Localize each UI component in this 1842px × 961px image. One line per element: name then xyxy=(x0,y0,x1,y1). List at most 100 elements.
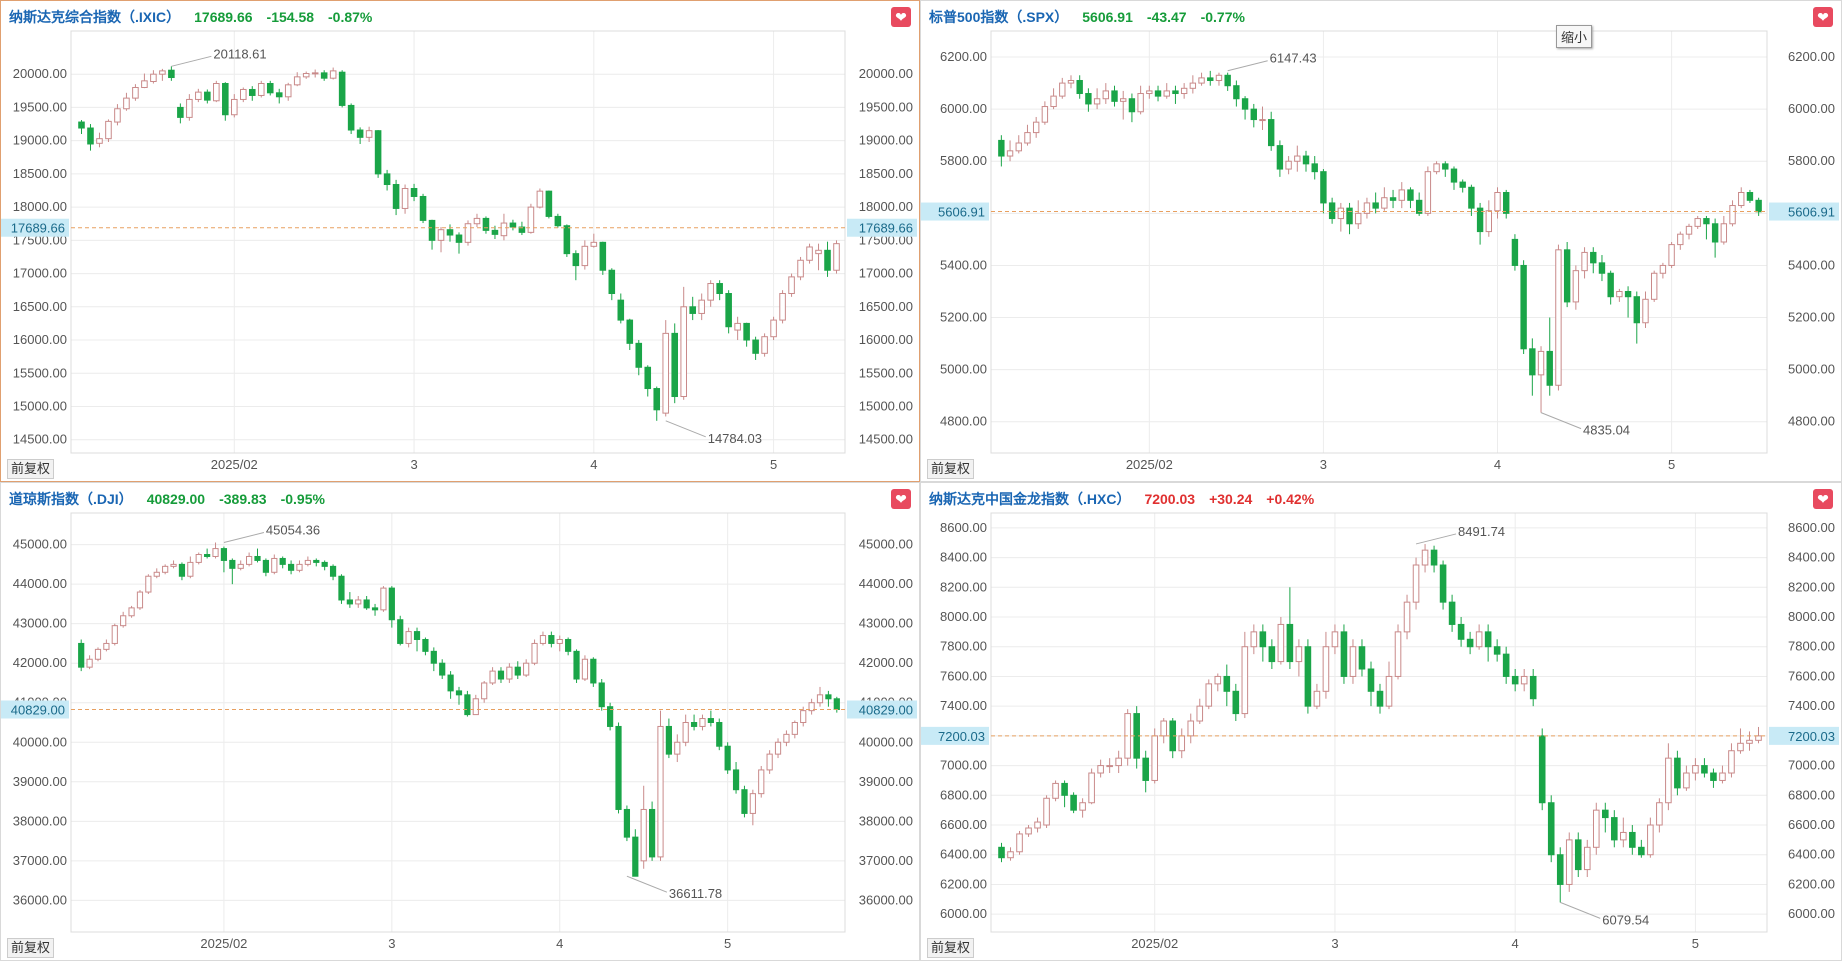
adjust-mode-button[interactable]: 前复权 xyxy=(7,459,55,479)
y-tick-label-right: 8600.00 xyxy=(1788,520,1835,535)
candle-down xyxy=(87,127,94,145)
candle-down xyxy=(329,565,337,577)
last-price-tag-left: 17689.66 xyxy=(11,221,65,236)
candle-up xyxy=(1494,192,1501,212)
candle-up xyxy=(1163,90,1170,97)
candle-down xyxy=(1128,98,1136,113)
y-tick-label-left: 6000.00 xyxy=(940,906,987,921)
candle-down xyxy=(1511,238,1519,266)
x-tick-label: 3 xyxy=(388,936,395,951)
candle-down xyxy=(635,342,643,368)
candlestick-chart: 8600.00 8600.00 8400.00 8400.00 8200.00 8200.… xyxy=(921,512,1839,951)
candle-up xyxy=(128,607,135,617)
low-label-leader xyxy=(1560,901,1601,919)
candle-up xyxy=(1285,160,1292,170)
adjust-mode-button[interactable]: 前复权 xyxy=(7,938,55,958)
index-price: 5606.91 xyxy=(1082,9,1133,25)
y-tick-label-right: 14500.00 xyxy=(859,432,913,447)
candle-up xyxy=(797,259,804,278)
last-price-tag-left: 5606.91 xyxy=(938,205,985,220)
candle-down xyxy=(1346,207,1353,225)
candle-down xyxy=(363,599,370,609)
chart-panel-ixic[interactable]: 纳斯达克综合指数（.IXIC） 17689.66 -154.58 -0.87% ❤ 200… xyxy=(0,0,920,482)
candle-up xyxy=(355,599,362,605)
index-name: 标普500指数（.SPX） xyxy=(929,9,1069,25)
chart-title: 纳斯达克中国金龙指数（.HXC） 7200.03 +30.24 +0.42% xyxy=(929,489,1314,509)
x-tick-label: 2025/02 xyxy=(1126,457,1173,472)
candle-up xyxy=(481,682,488,700)
candle-up xyxy=(114,108,121,123)
candle-up xyxy=(1250,631,1258,648)
candle-down xyxy=(371,607,379,611)
candle-up xyxy=(1685,225,1693,235)
low-label-leader xyxy=(626,875,668,893)
favorite-heart-icon[interactable]: ❤ xyxy=(1813,489,1833,509)
x-tick-label: 5 xyxy=(770,457,777,472)
candle-down xyxy=(1703,218,1710,225)
last-price-tag-bg-left xyxy=(1,700,69,719)
candlestick-chart: 6200.00 6200.00 6000.00 6000.00 5800.00 5800.… xyxy=(921,30,1839,472)
candle-down xyxy=(573,650,580,680)
candle-down xyxy=(1710,772,1717,781)
y-tick-label-left: 5800.00 xyxy=(940,153,987,168)
y-tick-label-right: 19000.00 xyxy=(859,133,913,148)
candle-up xyxy=(1647,824,1654,856)
candle-down xyxy=(615,725,622,810)
candle-down xyxy=(1755,199,1762,213)
y-tick-label-right: 8200.00 xyxy=(1788,579,1835,594)
x-tick-label: 4 xyxy=(556,936,563,951)
candle-up xyxy=(699,718,706,727)
candle-down xyxy=(1448,601,1456,625)
y-tick-label-left: 7800.00 xyxy=(940,639,987,654)
candle-up xyxy=(1403,601,1411,633)
candle-down xyxy=(1607,272,1614,298)
last-price-tag-right: 7200.03 xyxy=(1788,729,1835,744)
candle-up xyxy=(1485,210,1493,233)
candle-down xyxy=(1701,765,1708,774)
adjust-mode-button[interactable]: 前复权 xyxy=(927,459,975,479)
candle-down xyxy=(1250,108,1257,121)
adjust-mode-button[interactable]: 前复权 xyxy=(927,938,975,958)
y-tick-label-left: 20000.00 xyxy=(13,66,67,81)
favorite-heart-icon[interactable]: ❤ xyxy=(891,489,911,509)
favorite-heart-icon[interactable]: ❤ xyxy=(891,7,911,27)
candle-up xyxy=(1259,119,1266,122)
candle-down xyxy=(1547,802,1555,856)
y-tick-label-left: 45000.00 xyxy=(13,537,67,552)
last-price-tag-right: 5606.91 xyxy=(1788,205,1835,220)
candle-up xyxy=(1337,207,1345,220)
candle-up xyxy=(132,86,139,99)
chart-title: 标普500指数（.SPX） 5606.91 -43.47 -0.77% xyxy=(929,7,1245,27)
candle-down xyxy=(1268,646,1276,663)
candle-down xyxy=(644,366,652,390)
y-tick-label-left: 6200.00 xyxy=(940,876,987,891)
candle-down xyxy=(266,83,274,94)
candlestick-chart: 45000.00 45000.00 44000.00 44000.00 43000.00… xyxy=(1,512,917,951)
candle-up xyxy=(1412,564,1420,603)
candle-up xyxy=(1616,290,1623,298)
candle-down xyxy=(254,555,261,561)
chart-panel-spx[interactable]: 标普500指数（.SPX） 5606.91 -43.47 -0.77% ❤ 6200.00… xyxy=(920,0,1842,482)
candle-down xyxy=(1611,817,1618,841)
candle-up xyxy=(808,702,815,712)
y-tick-label-right: 5000.00 xyxy=(1788,362,1835,377)
candle-down xyxy=(1223,675,1231,692)
y-tick-label-right: 5800.00 xyxy=(1788,153,1835,168)
chart-panel-dji[interactable]: 道琼斯指数（.DJI） 40829.00 -389.83 -0.95% ❤ 45000.0… xyxy=(0,482,920,961)
candle-down xyxy=(998,846,1005,859)
candle-up xyxy=(1650,272,1658,300)
candle-up xyxy=(1755,735,1762,741)
candle-down xyxy=(428,219,436,241)
candle-up xyxy=(1093,98,1101,105)
candle-up xyxy=(527,206,535,233)
candle-up xyxy=(195,91,202,100)
candle-up xyxy=(1694,218,1701,227)
y-tick-label-right: 6200.00 xyxy=(1788,876,1835,891)
y-tick-label-right: 42000.00 xyxy=(859,655,913,670)
chart-panel-hxc[interactable]: 纳斯达克中国金龙指数（.HXC） 7200.03 +30.24 +0.42% ❤ 8600… xyxy=(920,482,1842,961)
y-tick-label-left: 8200.00 xyxy=(940,579,987,594)
candle-up xyxy=(770,319,777,338)
favorite-heart-icon[interactable]: ❤ xyxy=(1813,7,1833,27)
candle-down xyxy=(1267,119,1275,147)
candle-up xyxy=(1313,690,1321,707)
